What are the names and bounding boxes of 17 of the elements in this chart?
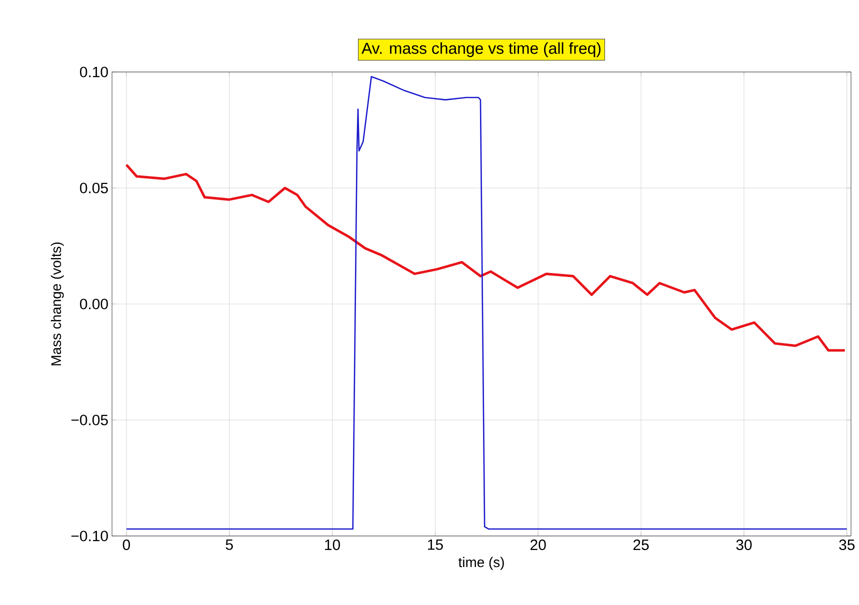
- y-axis-title: Mass change (volts): [50, 242, 64, 366]
- x-tick-label: 5: [226, 540, 233, 550]
- y-tick-label: 0.05: [80, 182, 108, 194]
- y-tick-label: 0.10: [80, 66, 108, 78]
- y-tick-label: −0.10: [71, 530, 108, 542]
- line-series: [125, 164, 846, 352]
- x-tick-label: 35: [839, 540, 855, 550]
- x-axis-title: time (s): [458, 556, 504, 570]
- y-tick-label: −0.05: [71, 414, 108, 426]
- x-tick-label: 0: [122, 540, 130, 550]
- x-tick-label: 30: [736, 540, 752, 550]
- x-tick-label: 10: [325, 540, 340, 550]
- x-tick-label: 25: [633, 540, 649, 550]
- x-tick-label: 20: [530, 540, 546, 550]
- y-tick-label: 0.00: [80, 298, 108, 310]
- x-tick-label: 15: [428, 540, 443, 550]
- line-series: [126, 76, 848, 530]
